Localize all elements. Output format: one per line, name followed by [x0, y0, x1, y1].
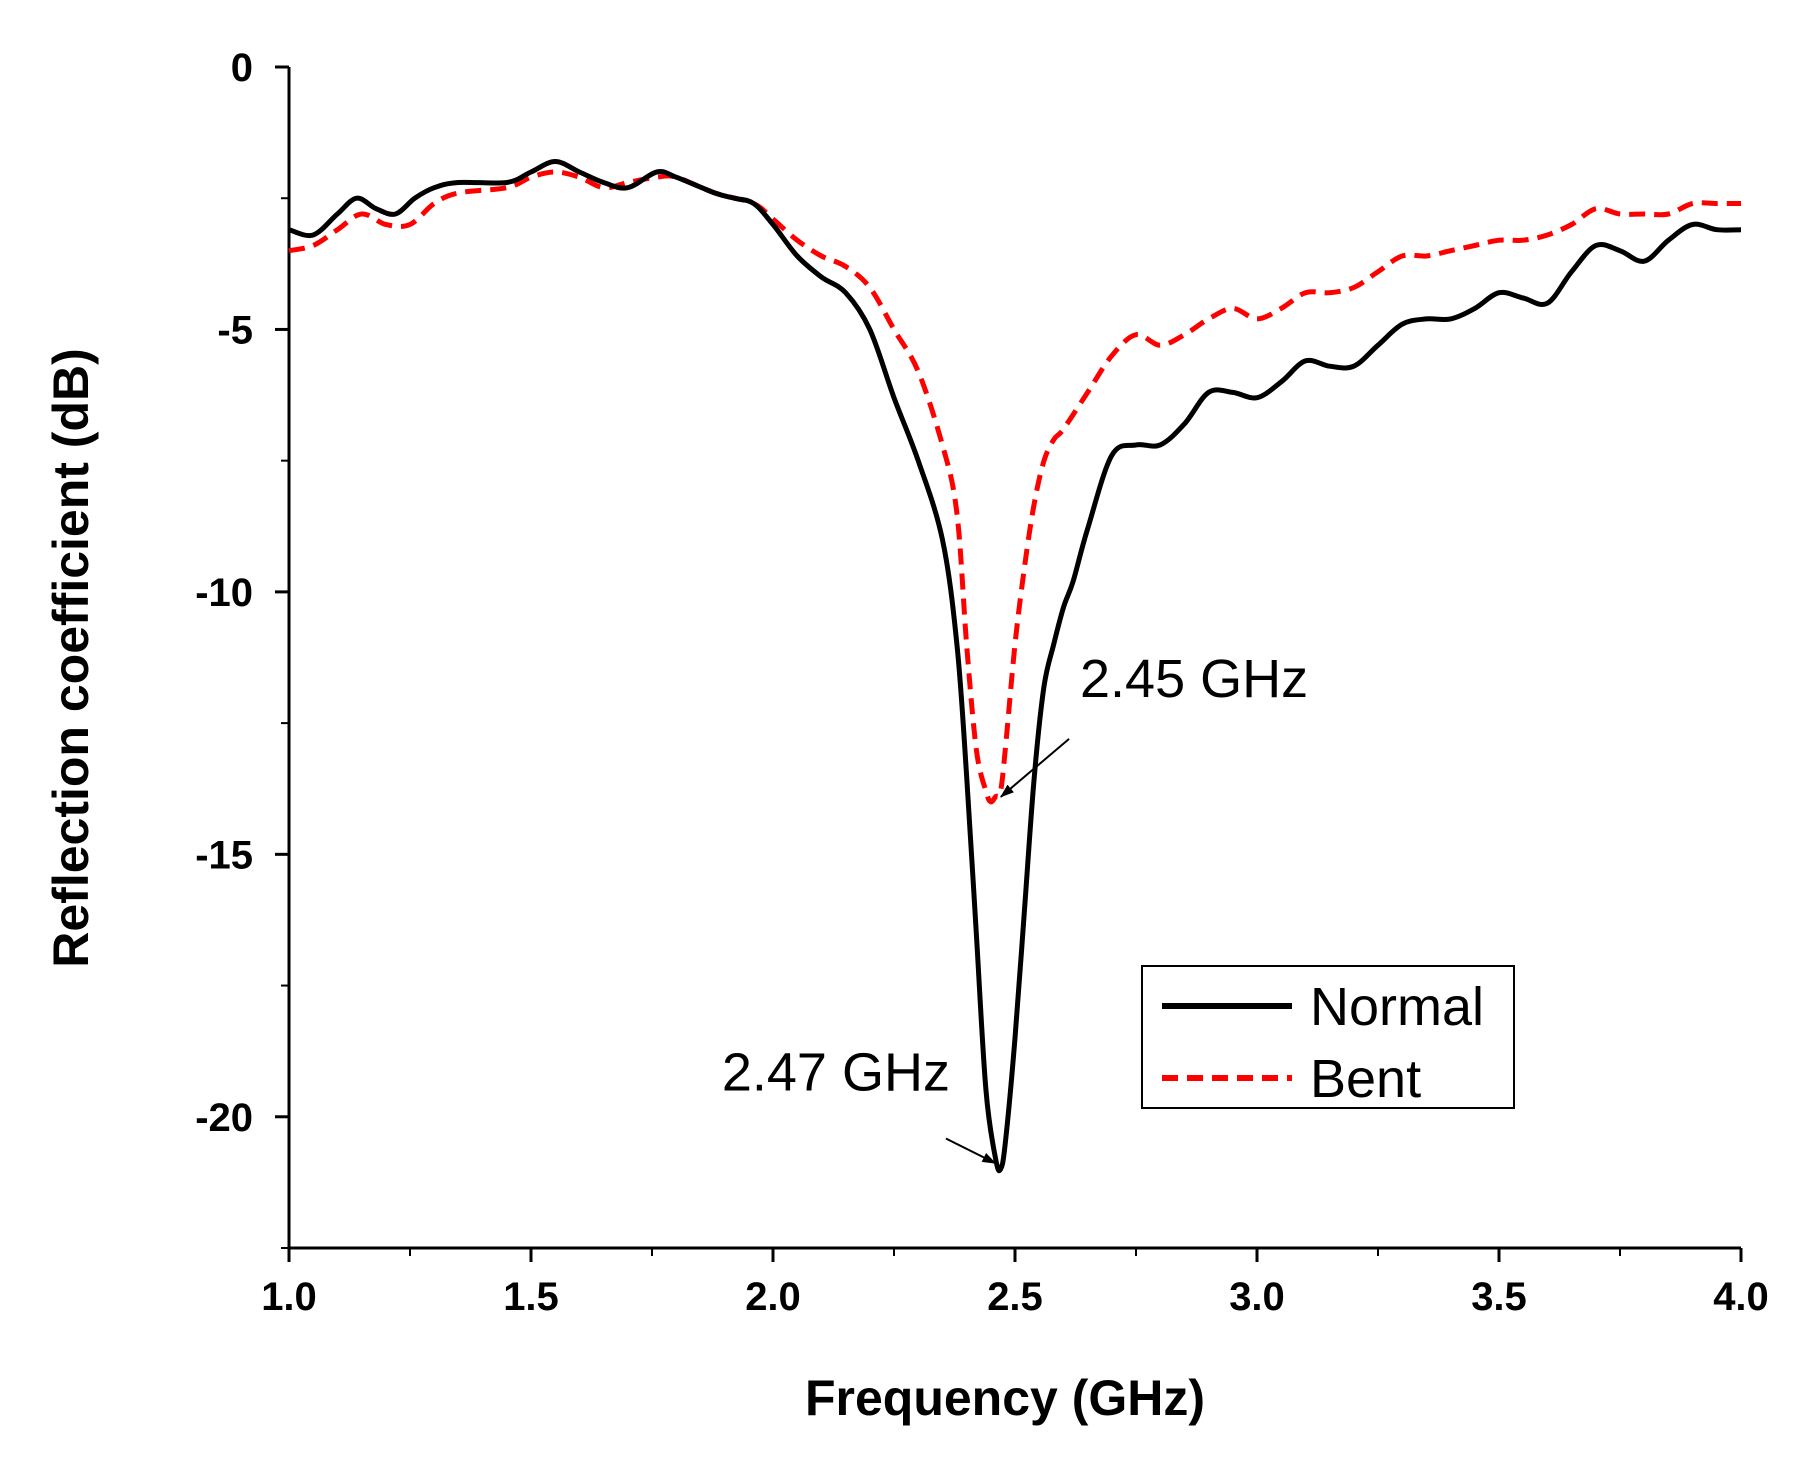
series-line-normal [288, 159, 1742, 1174]
y-tick-label: -5 [217, 308, 253, 352]
x-tick-label: 3.5 [1471, 1275, 1527, 1319]
legend-box [1141, 965, 1515, 1109]
x-tick-label: 2.0 [745, 1275, 801, 1319]
x-tick-label: 2.5 [987, 1275, 1043, 1319]
x-tick-label: 1.0 [261, 1275, 317, 1319]
annotation-label: 2.45 GHz [1080, 649, 1308, 709]
x-axis-title: Frequency (GHz) [805, 1370, 1205, 1426]
legend-label-bent: Bent [1310, 1049, 1421, 1109]
y-tick-label: -15 [195, 833, 253, 877]
x-tick-label: 1.5 [503, 1275, 559, 1319]
y-tick-label: -20 [195, 1096, 253, 1140]
x-tick-label: 3.0 [1229, 1275, 1285, 1319]
annotation-arrow [945, 1137, 997, 1165]
x-tick-label: 4.0 [1713, 1275, 1769, 1319]
legend-label-normal: Normal [1310, 977, 1484, 1037]
y-axis-title: Reflection coefficient (dB) [43, 348, 99, 967]
annotation-arrow [1000, 738, 1070, 798]
y-tick-label: 0 [231, 46, 253, 90]
y-tick-label: -10 [195, 571, 253, 615]
series-line-bent [288, 169, 1741, 805]
annotation-label: 2.47 GHz [722, 1043, 950, 1103]
